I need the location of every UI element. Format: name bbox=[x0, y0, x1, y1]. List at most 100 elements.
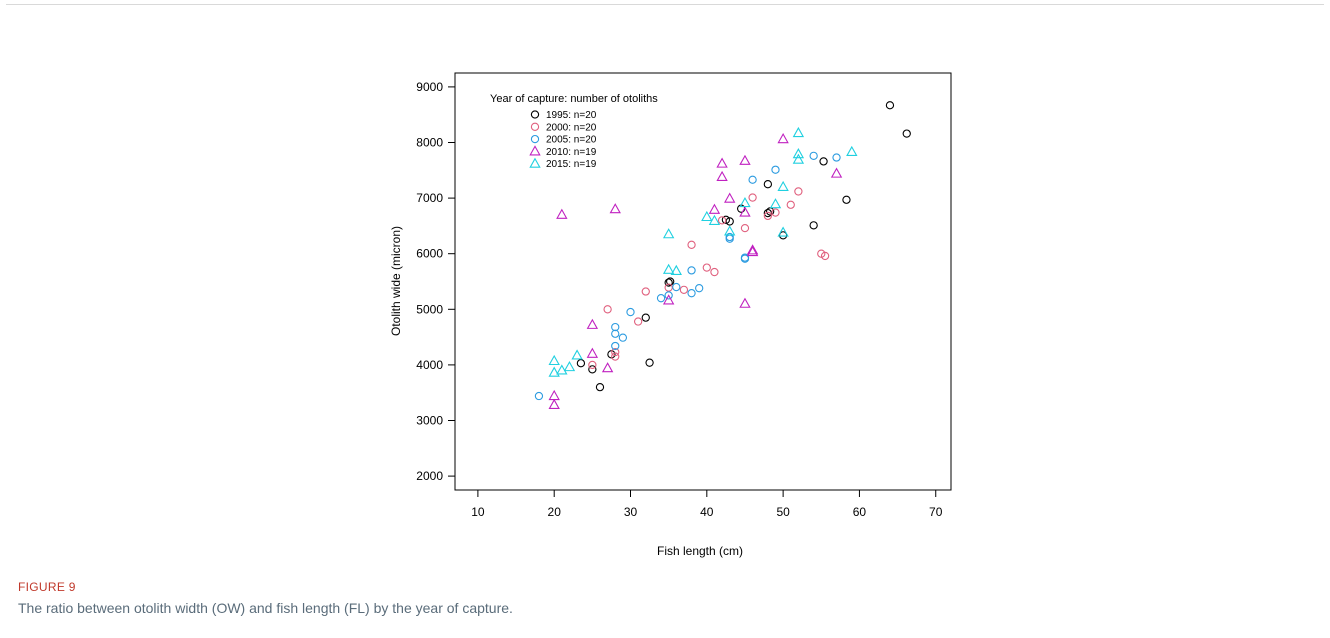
axes: 10 20 30 40 50 60 70 2000 3000 4000 5000 6000 7000 80… bbox=[416, 80, 942, 519]
data-point bbox=[611, 352, 620, 361]
data-point bbox=[576, 359, 586, 368]
data-points bbox=[534, 101, 911, 409]
data-point bbox=[609, 203, 621, 214]
data-point bbox=[702, 263, 711, 272]
data-point bbox=[842, 195, 851, 204]
data-point bbox=[777, 180, 789, 192]
data-point bbox=[687, 289, 696, 298]
data-point bbox=[662, 294, 675, 305]
data-point bbox=[588, 365, 597, 374]
data-point bbox=[771, 208, 780, 217]
data-point bbox=[763, 211, 773, 221]
y-tick-label: 9000 bbox=[416, 80, 443, 94]
data-point bbox=[716, 170, 728, 182]
data-point bbox=[777, 226, 789, 237]
y-tick-label: 7000 bbox=[416, 191, 443, 205]
data-point bbox=[701, 210, 713, 222]
data-point bbox=[792, 126, 805, 138]
figure-frame bbox=[6, 4, 1324, 635]
data-point bbox=[664, 278, 673, 287]
data-point bbox=[571, 349, 583, 360]
data-point bbox=[846, 145, 858, 157]
data-point bbox=[725, 234, 734, 243]
y-tick-label: 3000 bbox=[416, 414, 443, 428]
data-point bbox=[611, 341, 620, 351]
data-point bbox=[708, 214, 721, 225]
data-point bbox=[548, 398, 560, 409]
data-point bbox=[708, 203, 721, 214]
x-tick-label: 30 bbox=[624, 505, 638, 519]
data-point bbox=[778, 231, 788, 240]
y-tick-label: 8000 bbox=[416, 136, 443, 150]
figure-label: FIGURE 9 bbox=[18, 580, 76, 594]
data-point bbox=[739, 297, 751, 308]
data-point bbox=[588, 360, 597, 370]
data-point bbox=[748, 193, 757, 202]
data-point bbox=[792, 148, 805, 159]
y-tick-label: 6000 bbox=[416, 247, 443, 261]
data-point bbox=[586, 347, 599, 358]
data-point bbox=[656, 294, 666, 303]
data-point bbox=[746, 244, 759, 255]
data-point bbox=[641, 313, 650, 322]
data-point bbox=[748, 175, 757, 184]
legend-entry: 1995: n=20 bbox=[546, 110, 597, 121]
data-point bbox=[902, 129, 911, 138]
x-tick-label: 60 bbox=[853, 505, 867, 519]
data-point bbox=[645, 358, 654, 367]
data-point bbox=[830, 167, 843, 178]
legend-entry: 2005: n=20 bbox=[546, 135, 597, 146]
legend-title: Year of capture: number of otoliths bbox=[490, 93, 658, 105]
data-point bbox=[534, 391, 544, 401]
legend-entry: 2000: n=20 bbox=[546, 122, 597, 133]
data-point bbox=[641, 287, 650, 296]
data-point bbox=[633, 317, 643, 326]
data-point bbox=[601, 362, 614, 373]
figure-caption: The ratio between otolith width (OW) and… bbox=[18, 600, 513, 616]
data-point bbox=[739, 196, 751, 208]
data-point bbox=[679, 285, 689, 294]
data-point bbox=[739, 154, 751, 165]
data-point bbox=[740, 223, 750, 233]
data-point bbox=[725, 232, 734, 242]
x-tick-label: 10 bbox=[471, 505, 485, 519]
data-point bbox=[794, 187, 803, 196]
data-point bbox=[820, 251, 830, 261]
y-tick-label: 4000 bbox=[416, 358, 443, 372]
data-point bbox=[626, 307, 635, 317]
data-point bbox=[792, 153, 805, 164]
data-point bbox=[603, 305, 612, 314]
data-point bbox=[809, 221, 818, 230]
data-point bbox=[724, 225, 736, 236]
x-tick-label: 50 bbox=[776, 505, 790, 519]
x-axis-label: Fish length (cm) bbox=[657, 544, 743, 558]
data-point bbox=[721, 215, 731, 224]
data-point bbox=[763, 180, 773, 189]
legend-marker bbox=[530, 134, 540, 144]
data-point bbox=[666, 277, 675, 286]
data-point bbox=[563, 360, 576, 372]
data-point bbox=[724, 192, 736, 203]
legend-marker bbox=[529, 157, 541, 168]
x-tick-label: 70 bbox=[929, 505, 943, 519]
data-point bbox=[725, 217, 734, 226]
data-point bbox=[687, 240, 696, 249]
x-tick-label: 20 bbox=[548, 505, 562, 519]
data-point bbox=[670, 264, 682, 275]
data-point bbox=[672, 282, 681, 292]
legend: Year of capture: number of otoliths 1995… bbox=[490, 93, 658, 170]
legend-marker bbox=[529, 145, 541, 156]
data-point bbox=[662, 263, 675, 274]
y-axis-label: Otolith wide (micron) bbox=[389, 226, 403, 336]
plot-area bbox=[454, 72, 952, 491]
data-point bbox=[740, 253, 750, 262]
data-point bbox=[548, 366, 560, 377]
data-point bbox=[777, 133, 789, 144]
data-point bbox=[556, 208, 568, 219]
data-point bbox=[809, 151, 818, 160]
legend-marker bbox=[530, 110, 540, 119]
data-point bbox=[548, 354, 560, 366]
data-point bbox=[586, 318, 599, 329]
data-point bbox=[786, 200, 795, 209]
scatter-chart: 10 20 30 40 50 60 70 2000 3000 4000 5000 6000 7000 80… bbox=[389, 72, 952, 558]
